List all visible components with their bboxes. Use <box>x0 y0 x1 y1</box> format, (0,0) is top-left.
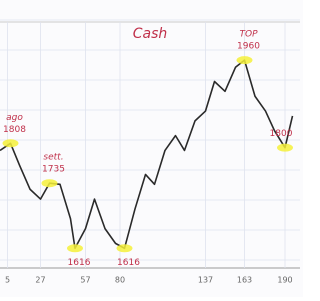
x-tick-label: 80 <box>115 276 125 285</box>
annotation-value: 1960 <box>237 42 260 52</box>
highlight <box>3 139 19 147</box>
highlight <box>277 144 293 152</box>
annotation-value: 1808 <box>3 125 26 135</box>
x-tick-label: 137 <box>198 276 213 285</box>
annotation-value: 1800 <box>270 129 293 139</box>
chart-title: Cash <box>133 26 168 42</box>
x-tick-label: 163 <box>237 276 252 285</box>
highlight <box>67 244 83 252</box>
annotation-note: TOP <box>239 30 258 40</box>
annotation-value: 1616 <box>68 258 91 268</box>
x-tick-label: 57 <box>80 276 90 285</box>
x-tick-label: 5 <box>5 276 10 285</box>
x-tick-label: 27 <box>35 276 45 285</box>
highlight <box>237 56 253 64</box>
x-tick-label: 190 <box>277 276 292 285</box>
annotation-value: 1735 <box>42 165 65 175</box>
chart: Cash 5 27 57 80 137 163 190 1808 ago 1735 sett. 161… <box>0 0 303 297</box>
highlight <box>117 244 133 252</box>
annotation-note: sett. <box>43 153 63 163</box>
annotation-value: 1616 <box>117 258 140 268</box>
highlight <box>42 179 58 187</box>
annotation-note: ago <box>6 113 23 123</box>
